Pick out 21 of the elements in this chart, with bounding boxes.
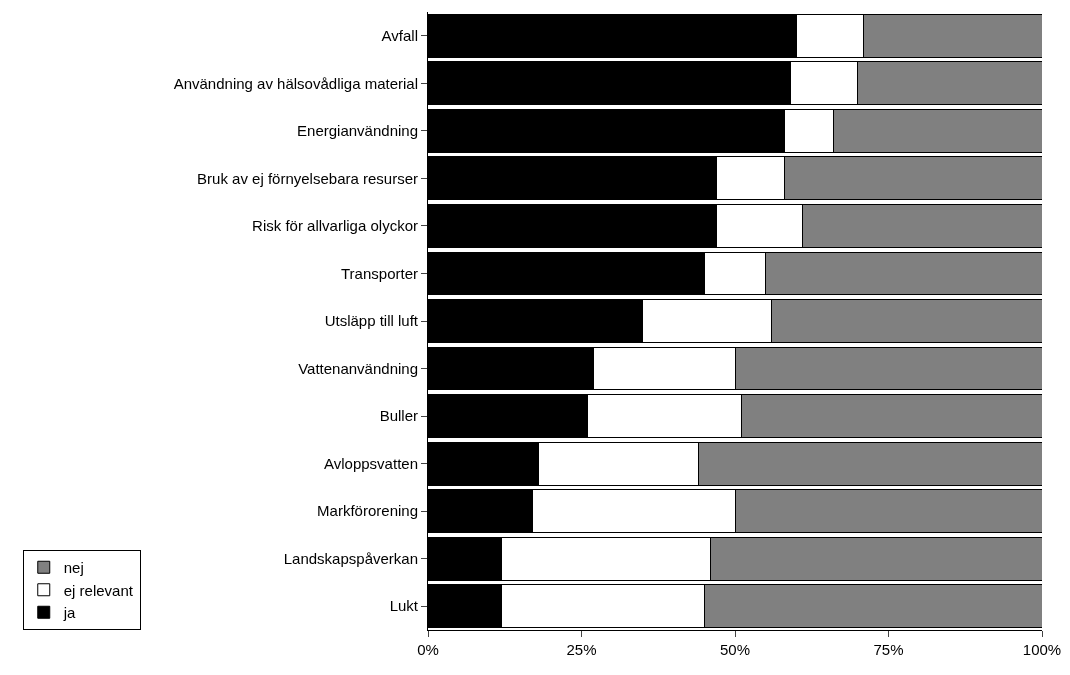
y-tick-label: Användning av hälsovådliga material [173, 74, 418, 92]
y-tick-label: Buller [379, 407, 418, 425]
x-tick-label: 25% [566, 641, 597, 658]
y-tick-label: Energianvändning [297, 122, 418, 140]
y-tick-label: Avloppsvatten [324, 454, 418, 472]
y-tick-label: Markförorening [317, 502, 418, 520]
y-tick-label: Landskapspåverkan [283, 549, 418, 567]
legend-label: ej relevant [63, 581, 134, 599]
y-tick-label: Avfall [381, 27, 418, 45]
y-tick-label: Vattenanvändning [298, 359, 418, 377]
y-tick-label: Lukt [389, 597, 419, 615]
y-tick-label: Utsläpp till luft [324, 312, 419, 330]
x-tick-label: 100% [1022, 641, 1062, 658]
x-tick-label: 0% [417, 641, 439, 658]
x-tick-label: 75% [873, 641, 904, 658]
legend-label: ja [62, 604, 77, 622]
y-tick-label: Bruk av ej förnyelsebara resurser [197, 169, 418, 187]
x-tick-label: 50% [719, 641, 751, 658]
y-tick-label: Transporter [341, 264, 418, 282]
y-tick-label: Risk för allvarliga olyckor [252, 217, 418, 235]
legend-label: nej [63, 559, 84, 577]
